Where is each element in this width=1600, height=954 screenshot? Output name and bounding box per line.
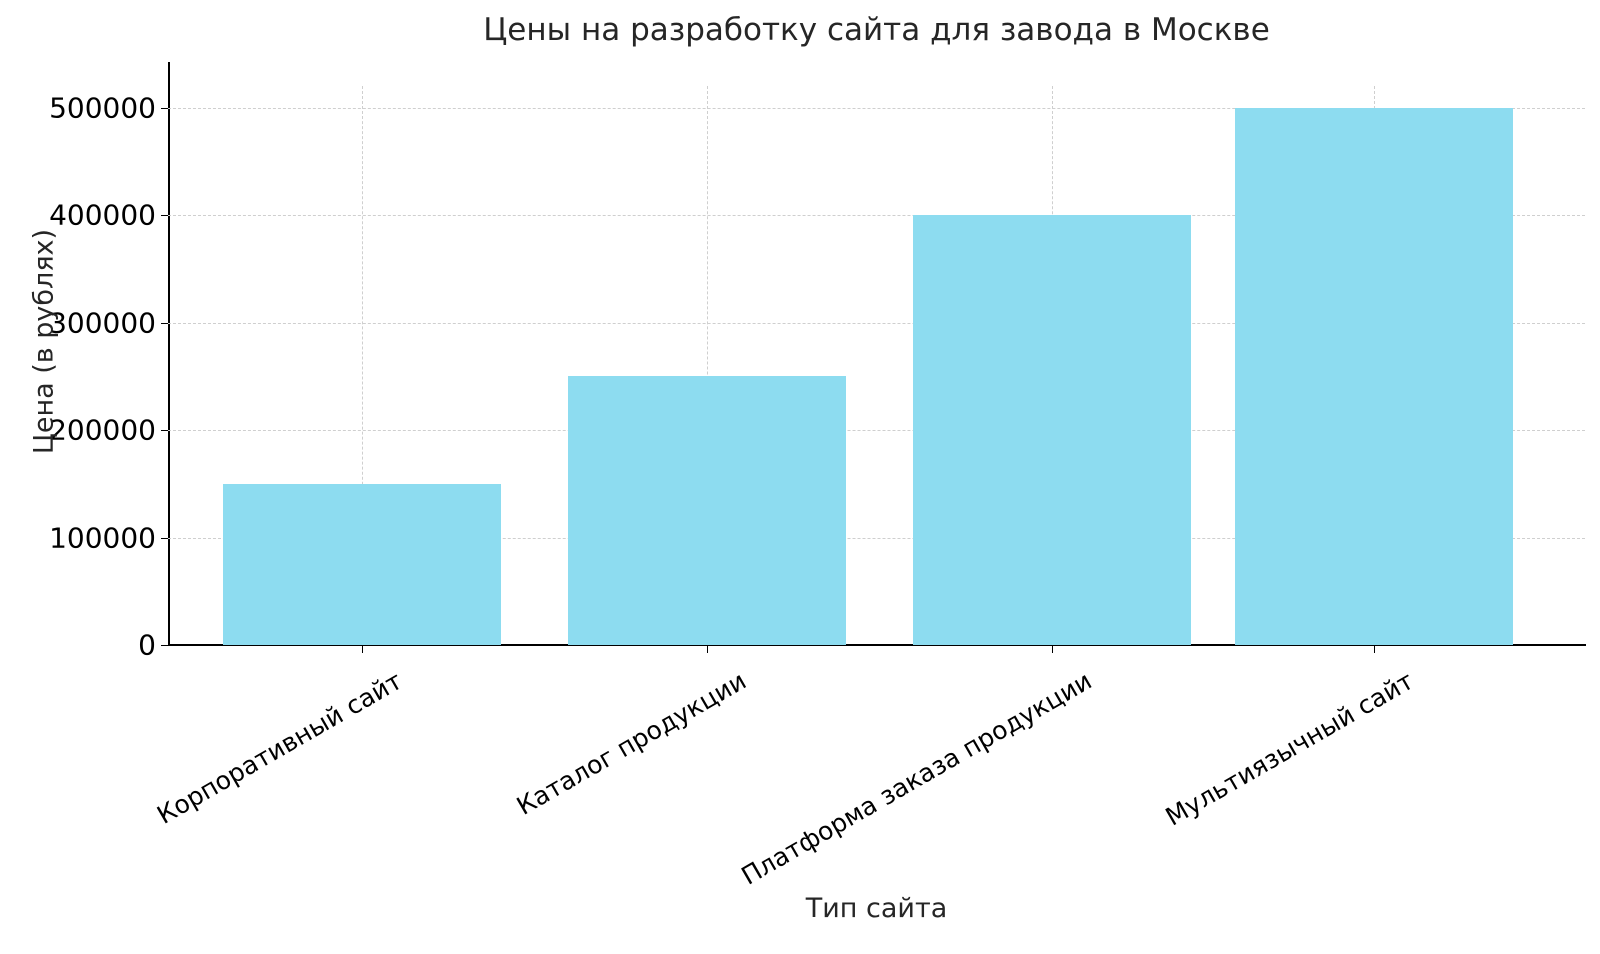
chart-title: Цены на разработку сайта для завода в Мо… bbox=[483, 12, 1270, 48]
x-tick-label: Каталог продукции bbox=[512, 666, 752, 821]
gridline-horizontal bbox=[168, 215, 1585, 216]
x-tick-mark bbox=[1052, 645, 1053, 653]
plot-area: 0 100000 200000 300000 400000 500000 bbox=[49, 86, 1585, 662]
y-tick-label: 500000 bbox=[49, 91, 156, 124]
gridline-horizontal bbox=[168, 430, 1585, 431]
y-tick-label: 200000 bbox=[49, 413, 156, 447]
y-axis-spine bbox=[168, 62, 170, 646]
bar[interactable] bbox=[1235, 107, 1513, 645]
x-axis-spine bbox=[168, 644, 1586, 646]
x-axis-title: Тип сайта bbox=[805, 893, 948, 924]
y-tick-mark bbox=[161, 645, 168, 646]
y-axis-title: Цена (в рублях) bbox=[28, 228, 60, 455]
bar[interactable] bbox=[913, 215, 1191, 645]
y-tick-label: 100000 bbox=[49, 521, 156, 554]
x-tick-mark bbox=[1374, 645, 1375, 653]
y-tick-mark bbox=[161, 322, 168, 324]
x-tick-label: Мультиязычный сайт bbox=[1160, 666, 1419, 832]
y-tick-mark bbox=[161, 430, 168, 431]
gridline-horizontal bbox=[168, 537, 1585, 539]
x-tick-label: Платформа заказа продукции bbox=[736, 666, 1097, 891]
x-tick-mark bbox=[362, 645, 363, 653]
y-tick-mark bbox=[161, 215, 168, 216]
y-tick-mark bbox=[161, 537, 168, 539]
x-tick-mark bbox=[707, 645, 708, 653]
gridline-vertical bbox=[707, 86, 708, 645]
gridline-horizontal bbox=[168, 107, 1585, 109]
gridline-vertical bbox=[362, 86, 363, 645]
y-tick-label: 400000 bbox=[49, 198, 156, 232]
y-tick-label: 300000 bbox=[49, 306, 156, 339]
x-tick-label: Корпоративный сайт bbox=[151, 666, 407, 830]
gridline-horizontal bbox=[168, 322, 1585, 324]
y-tick-label: 0 bbox=[138, 628, 156, 662]
bar[interactable] bbox=[568, 376, 846, 645]
y-tick-mark bbox=[161, 107, 168, 109]
bar[interactable] bbox=[223, 483, 501, 645]
